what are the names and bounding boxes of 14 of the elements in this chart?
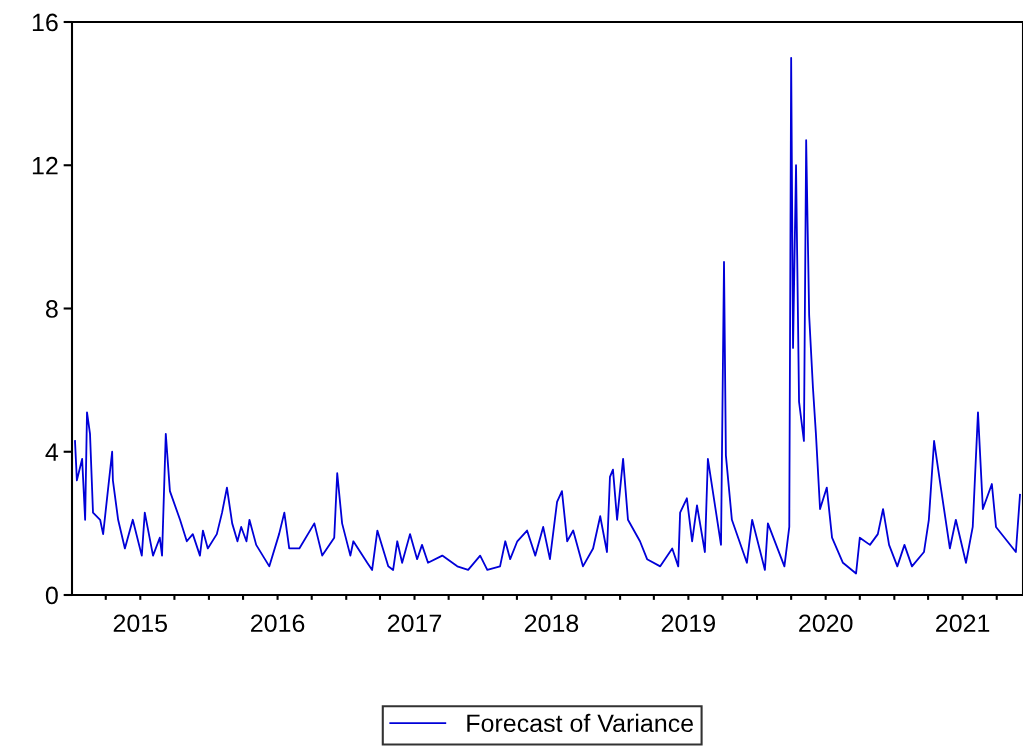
legend-label: Forecast of Variance [467, 713, 693, 733]
x-tick-label: 2017 [387, 614, 442, 633]
y-tick-label: 12 [32, 156, 58, 175]
x-tick-label: 2018 [524, 614, 579, 633]
x-tick-label: 2021 [936, 614, 990, 633]
x-tick-label: 2019 [661, 614, 715, 633]
line-series [74, 56, 1021, 575]
x-tick-label: 2015 [113, 614, 168, 633]
y-tick-label: 4 [45, 443, 59, 461]
y-tick-label: 0 [45, 586, 58, 605]
y-tick-label: 16 [32, 13, 58, 32]
x-tick-label: 2020 [799, 614, 853, 633]
y-tick-label: 8 [45, 300, 58, 318]
x-tick-label: 2016 [251, 614, 305, 633]
